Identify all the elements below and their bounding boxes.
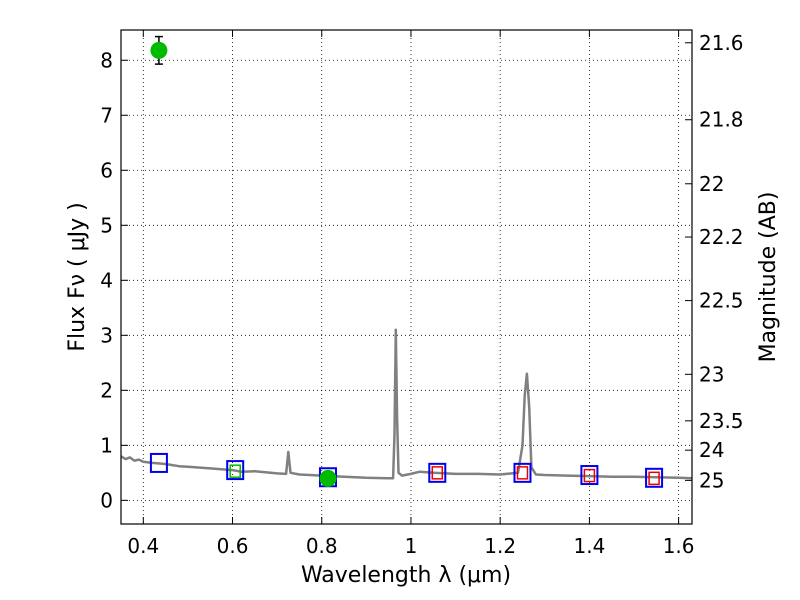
model-band-square [513,462,532,483]
x-tick-label: 0.6 [217,534,249,558]
plot-background [121,30,692,524]
mag-tick-label: 23 [699,362,724,386]
right-axis-label: Magnitude (AB) [756,192,781,363]
mag-tick-label: 22 [699,172,724,196]
plot-frame [120,29,693,525]
upper-limit-square-red [648,471,660,486]
mag-tick-label: 22.2 [699,225,744,249]
mag-tick-label: 25 [699,468,724,492]
upper-limit-square-green [229,464,241,478]
y-tick-label: 7 [100,103,113,127]
x-tick-label: 1 [405,534,418,558]
x-tick-label: 0.4 [127,534,159,558]
y-tick-label: 3 [100,323,113,347]
x-tick-label: 1.6 [663,534,695,558]
y-tick-label: 6 [100,158,113,182]
mag-tick-label: 21.8 [699,108,744,132]
y-tick-label: 2 [100,378,113,402]
y-tick-label: 0 [100,488,113,512]
axis-ticks: 0.4 0.6 0.8 1 1.2 1.4 1.601234567821.621.82222… [100,30,744,558]
upper-limit-square-red [583,468,596,483]
model-band-square [580,465,599,486]
mag-tick-label: 24 [699,438,724,462]
x-tick-label: 0.8 [306,534,338,558]
upper-limit-square-red [431,466,444,480]
x-tick-label: 1.2 [484,534,516,558]
mag-tick-label: 23.5 [699,409,744,433]
data-layer [120,35,693,488]
observed-point [319,469,337,487]
y-tick-label: 8 [100,48,113,72]
y-axis-label: Flux Fν ( μJy ) [65,202,90,351]
y-tick-label: 4 [100,268,113,292]
observed-point [150,41,168,59]
upper-limit-square-red [516,466,529,480]
x-tick-label: 1.4 [573,534,605,558]
y-tick-label: 1 [100,433,113,457]
mag-tick-label: 22.5 [699,289,744,313]
model-band-square [226,460,245,481]
mag-tick-label: 21.6 [699,31,744,55]
model-band-square [149,452,168,473]
model-band-square [428,462,447,483]
x-axis-label: Wavelength λ (μm) [301,563,511,588]
y-tick-label: 5 [100,213,113,237]
model-band-square [645,467,664,488]
model-spectrum-line [120,328,693,480]
